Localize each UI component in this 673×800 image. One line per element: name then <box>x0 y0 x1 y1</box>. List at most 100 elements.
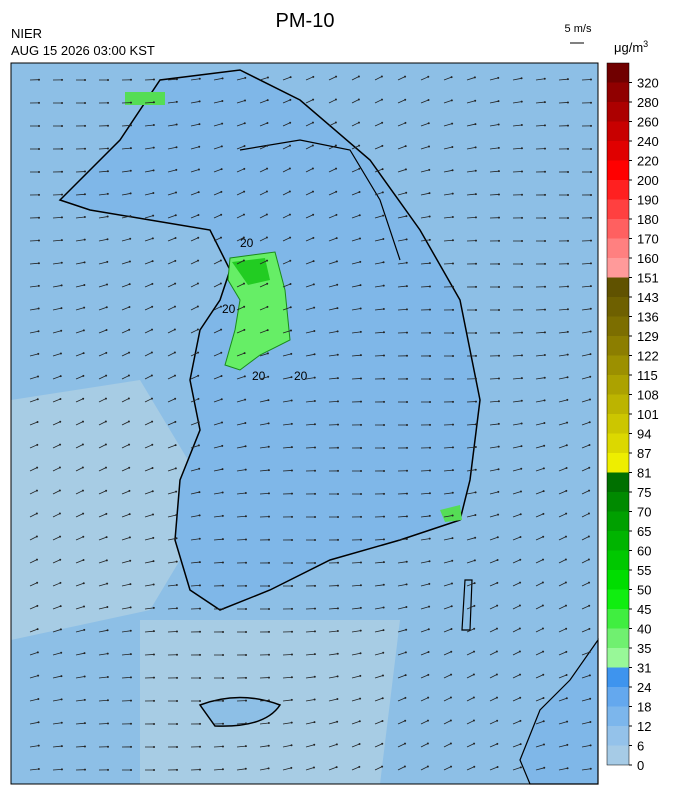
wind-arrow-head <box>542 582 544 584</box>
wind-arrow-head <box>128 444 130 446</box>
wind-arrow-head <box>360 470 362 472</box>
wind-arrow <box>421 470 430 471</box>
wind-arrow-head <box>566 399 568 401</box>
wind-arrow-head <box>130 170 132 172</box>
wind-arrow-head <box>153 584 155 586</box>
colorbar-tick-label: 122 <box>637 349 659 364</box>
wind-arrow-head <box>129 215 131 217</box>
wind-arrow-head <box>59 559 61 561</box>
wind-arrow-head <box>544 217 546 219</box>
wind-arrow-head <box>428 146 430 148</box>
wind-arrow-head <box>475 216 477 218</box>
wind-arrow-head <box>544 101 546 103</box>
wind-arrow-head <box>176 700 178 702</box>
colorbar-tick-label: 320 <box>637 76 659 91</box>
wind-arrow-head <box>175 491 177 493</box>
wind-arrow-head <box>428 192 430 194</box>
wind-arrow-head <box>153 630 155 632</box>
unit: μg/m3 <box>614 39 648 55</box>
wind-arrow-head <box>61 284 63 286</box>
wind-arrow-head <box>152 514 154 516</box>
wind-arrow-head <box>84 722 86 724</box>
wind-arrow-head <box>314 630 316 632</box>
wind-arrow-head <box>544 171 546 173</box>
wind-arrow-head <box>83 582 85 584</box>
wind-arrow-head <box>450 766 452 768</box>
wind-arrow-head <box>61 745 63 747</box>
wind-arrow-head <box>152 490 154 492</box>
wind-arrow-head <box>498 193 500 195</box>
colorbar-tick-label: 143 <box>637 290 659 305</box>
wind-arrow-head <box>590 217 592 219</box>
wind-arrow-head <box>220 306 222 308</box>
wind-arrow-head <box>60 307 62 309</box>
wind-arrow-head <box>428 628 430 630</box>
wind-arrow-head <box>37 398 39 400</box>
wind-arrow-head <box>520 766 522 768</box>
wind-arrow-head <box>473 720 475 722</box>
wind-arrow-head <box>176 101 178 103</box>
wind-arrow-head <box>175 192 177 194</box>
wind-arrow-head <box>243 329 245 331</box>
wind-arrow-head <box>567 78 569 80</box>
wind-arrow-head <box>405 145 407 147</box>
wind-arrow-head <box>475 309 477 311</box>
wind-arrow-head <box>266 145 268 147</box>
wind-arrow-head <box>427 720 429 722</box>
wind-arrow-head <box>84 148 86 150</box>
wind-arrow-head <box>543 767 545 769</box>
wind-arrow-head <box>107 769 109 771</box>
wind-arrow-head <box>84 216 86 218</box>
wind-arrow-head <box>475 193 477 195</box>
wind-arrow-head <box>220 214 222 216</box>
wind-arrow-head <box>268 446 270 448</box>
wind-arrow-head <box>312 191 314 193</box>
wind-arrow-head <box>153 723 155 725</box>
wind-arrow-head <box>474 76 476 78</box>
wind-arrow-head <box>130 630 132 632</box>
wind-arrow-head <box>199 608 201 610</box>
wind-arrow-head <box>268 677 270 679</box>
wind-arrow-head <box>406 401 408 403</box>
wind-arrow-head <box>222 561 224 563</box>
wind-arrow-head <box>588 559 590 561</box>
wind-arrow-head <box>406 447 408 449</box>
wind-arrow-head <box>498 124 500 126</box>
wind-arrow-head <box>543 445 545 447</box>
wind-arrow-head <box>83 284 85 286</box>
wind-arrow-head <box>519 536 521 538</box>
wind-arrow-head <box>406 262 408 264</box>
wind-arrow-head <box>498 332 500 334</box>
wind-arrow-head <box>589 398 591 400</box>
wind-arrow-head <box>383 355 385 357</box>
wind-arrow-head <box>199 769 201 771</box>
wind-arrow-head <box>84 193 86 195</box>
wind-arrow-head <box>61 216 63 218</box>
wind-arrow-head <box>82 375 84 377</box>
color-band <box>607 141 629 161</box>
wind-arrow-head <box>360 584 362 586</box>
wind-arrow-head <box>498 286 500 288</box>
color-band <box>607 746 629 766</box>
wind-arrow-head <box>335 168 337 170</box>
wind-arrow-head <box>360 424 362 426</box>
wind-arrow-head <box>544 194 546 196</box>
wind-arrow-head <box>175 467 177 469</box>
wind-arrow-head <box>566 744 568 746</box>
wind-arrow-head <box>129 583 131 585</box>
wind-arrow-head <box>566 674 568 676</box>
wind-arrow-head <box>312 168 314 170</box>
wind-arrow-head <box>107 170 109 172</box>
wind-arrow <box>214 746 223 747</box>
wind-arrow-head <box>128 329 130 331</box>
wind-arrow-head <box>106 261 108 263</box>
wind-arrow-head <box>520 468 522 470</box>
wind-arrow-head <box>82 536 84 538</box>
wind-arrow-head <box>291 516 293 518</box>
wind-arrow-head <box>268 767 270 769</box>
wind-arrow-head <box>336 237 338 239</box>
wind-arrow-head <box>197 260 199 262</box>
wind-arrow-head <box>566 697 568 699</box>
wind-arrow-head <box>405 606 407 608</box>
colorbar-tick-label: 60 <box>637 544 651 559</box>
